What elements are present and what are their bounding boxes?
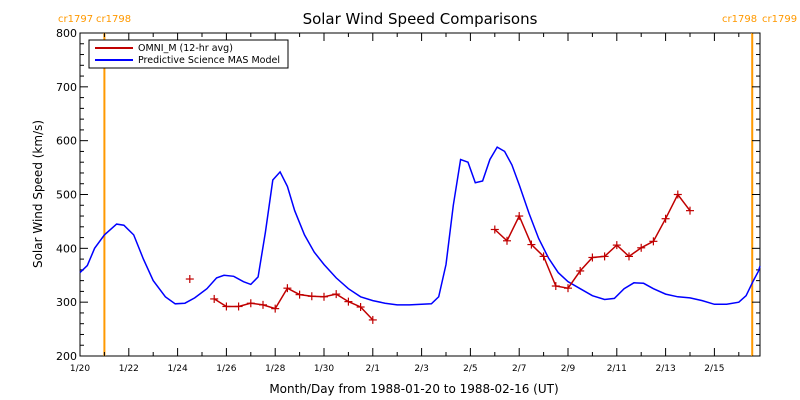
omni-point-marker [283, 284, 292, 293]
carrington-rotation-lines [103, 33, 754, 356]
omni-point-marker [588, 253, 597, 262]
x-tick-label: 1/22 [119, 364, 139, 374]
omni-point-marker [564, 284, 572, 293]
omni-point-marker [295, 290, 304, 299]
chart-title: Solar Wind Speed Comparisons [303, 10, 538, 28]
y-tick-label: 500 [56, 189, 77, 202]
omni-point-marker [539, 252, 548, 261]
omni-point-marker [503, 236, 511, 245]
omni-point-marker [686, 206, 694, 215]
y-axis-label: Solar Wind Speed (km/s) [31, 120, 45, 268]
y-axis-ticks: 200 300 400 500 600 700 800 [56, 27, 760, 363]
rotation-label-cr1798: cr1798 [96, 14, 131, 25]
y-tick-label: 300 [56, 296, 77, 309]
omni-point-marker [356, 303, 365, 312]
plot-frame [79, 32, 761, 357]
x-tick-label: 2/15 [704, 364, 724, 374]
omni-point-marker [649, 237, 658, 246]
x-tick-label: 1/28 [265, 364, 285, 374]
omni-point-marker [661, 214, 670, 223]
series-line-mas-model [79, 146, 761, 306]
omni-point-marker [344, 297, 353, 306]
omni-point-marker [637, 243, 646, 252]
x-tick-label: 2/13 [655, 364, 675, 374]
omni-point-marker [527, 240, 536, 249]
legend-label-model: Predictive Science MAS Model [138, 55, 280, 66]
y-tick-label: 700 [56, 81, 77, 94]
series-line-omni-segment-2 [494, 193, 691, 290]
omni-point-marker [271, 304, 280, 313]
x-tick-label: 2/5 [463, 364, 477, 374]
y-tick-label: 600 [56, 135, 77, 148]
x-tick-label: 2/1 [366, 364, 380, 374]
x-tick-label: 1/20 [70, 364, 90, 374]
rotation-label-cr1797: cr1797 [58, 14, 93, 25]
carrington-rotation-labels: cr1797 cr1798 cr1798 cr1799 [58, 14, 797, 25]
omni-point-marker [307, 292, 316, 301]
x-tick-label: 2/11 [607, 364, 627, 374]
x-tick-label: 2/3 [414, 364, 428, 374]
omni-point-marker [576, 266, 585, 275]
omni-point-marker [551, 282, 560, 291]
x-tick-label: 2/9 [561, 364, 576, 374]
y-tick-label: 800 [56, 27, 77, 40]
x-tick-label: 1/26 [216, 364, 236, 374]
omni-point-marker [259, 300, 267, 309]
omni-point-marker [185, 275, 194, 284]
x-tick-label: 2/7 [512, 364, 526, 374]
rotation-label-cr1799: cr1799 [762, 14, 797, 25]
legend: OMNI_M (12-hr avg) Predictive Science MA… [88, 39, 289, 69]
x-tick-label: 1/24 [167, 364, 187, 374]
omni-point-marker [246, 299, 255, 308]
omni-point-marker [515, 212, 524, 221]
y-tick-label: 200 [56, 350, 77, 363]
y-tick-label: 400 [56, 242, 77, 255]
omni-point-marker [210, 294, 219, 303]
series-line-omni-segment-1 [213, 287, 374, 321]
x-axis-label: Month/Day from 1988-01-20 to 1988-02-16 … [269, 382, 558, 396]
x-axis-ticks: 1/20 1/22 1/24 1/26 1/28 1/30 2/1 2/3 2/5 2/7 2/9 2… [70, 33, 740, 374]
x-tick-label: 1/30 [314, 364, 334, 374]
omni-point-marker [490, 225, 499, 234]
omni-point-marker [612, 241, 621, 250]
omni-point-marker [600, 252, 609, 261]
omni-point-marker [234, 302, 243, 311]
omni-point-marker [368, 315, 377, 324]
series-layer [79, 146, 761, 324]
omni-point-marker [625, 252, 633, 261]
omni-point-marker [320, 292, 328, 301]
legend-box [88, 39, 289, 69]
legend-label-omni: OMNI_M (12-hr avg) [138, 43, 233, 54]
omni-point-marker [673, 190, 682, 199]
omni-point-marker [222, 302, 231, 311]
rotation-label-cr1798-end: cr1798 [722, 14, 757, 25]
omni-point-marker [332, 290, 341, 299]
